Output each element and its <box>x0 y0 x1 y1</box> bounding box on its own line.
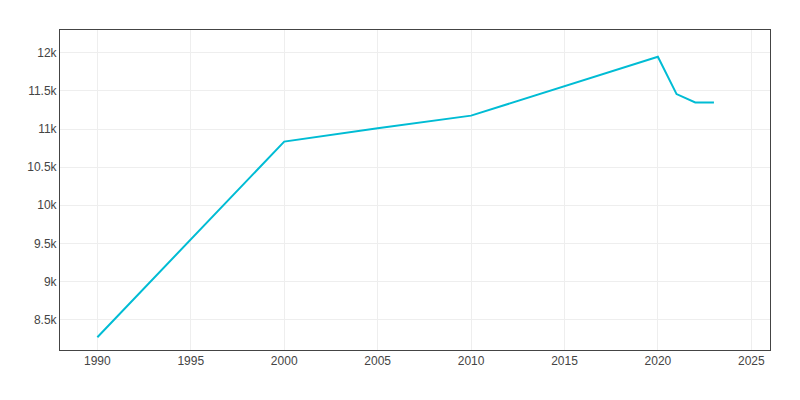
svg-text:9.5k: 9.5k <box>34 237 58 251</box>
svg-text:11k: 11k <box>38 122 57 136</box>
svg-text:1990: 1990 <box>84 354 111 368</box>
svg-text:2015: 2015 <box>551 354 578 368</box>
svg-text:1995: 1995 <box>177 354 204 368</box>
svg-text:8.5k: 8.5k <box>34 313 58 327</box>
svg-text:10.5k: 10.5k <box>27 160 57 174</box>
svg-text:2020: 2020 <box>645 354 672 368</box>
svg-text:11.5k: 11.5k <box>28 84 57 98</box>
svg-text:2025: 2025 <box>738 354 765 368</box>
svg-text:9k: 9k <box>44 275 58 289</box>
svg-text:2005: 2005 <box>364 354 391 368</box>
svg-text:2000: 2000 <box>271 354 298 368</box>
svg-text:10k: 10k <box>37 198 57 212</box>
svg-text:12k: 12k <box>37 46 57 60</box>
svg-text:2010: 2010 <box>458 354 485 368</box>
